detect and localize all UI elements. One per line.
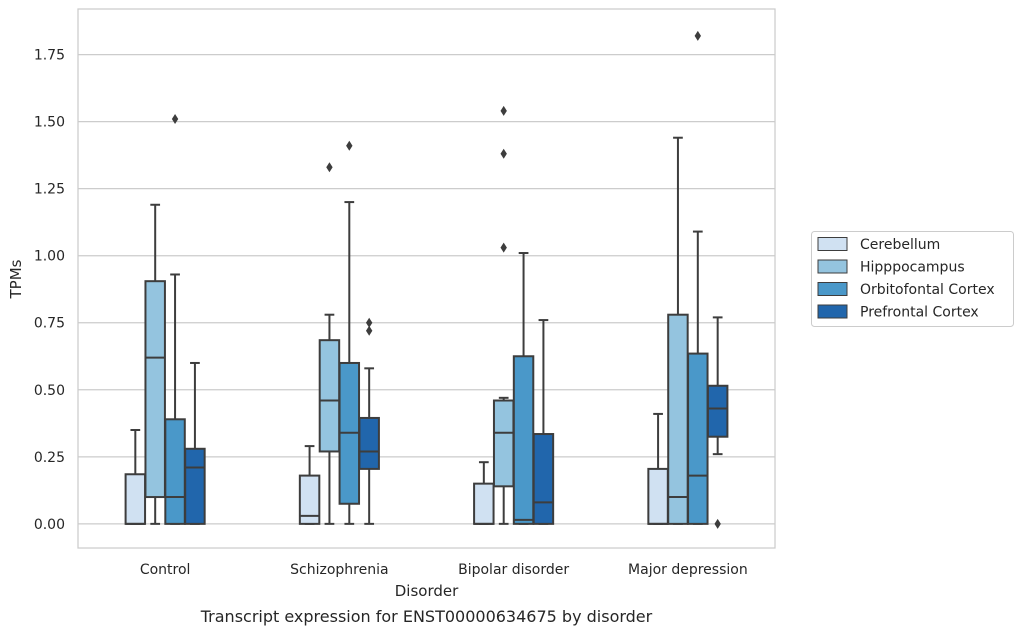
box-group <box>124 429 147 525</box>
box-group <box>473 461 495 525</box>
box-group <box>144 203 166 525</box>
box-group <box>492 105 515 525</box>
legend: Cerebellum Hipppocampus Orbitofontal Corte… <box>811 231 1014 327</box>
box <box>706 384 729 438</box>
box <box>532 433 555 525</box>
x-axis-ticks: Control Schizophrenia Bipolar disorder Majo… <box>140 562 748 578</box>
legend-items: Cerebellum Hipppocampus Orbitofontal Corte… <box>817 237 995 321</box>
legend-label: Prefrontal Cortex <box>860 305 979 321</box>
outlier-point <box>500 148 507 159</box>
x-axis-label: Disorder <box>395 582 459 600</box>
y-tick-label: 0.00 <box>34 517 65 533</box>
box-group <box>647 412 669 525</box>
box-plot-marks <box>124 30 729 529</box>
box <box>298 474 321 525</box>
box <box>164 418 186 525</box>
outlier-point <box>500 242 507 253</box>
legend-label: Orbitofontal Cortex <box>860 282 995 298</box>
y-tick-label: 0.75 <box>34 316 65 332</box>
legend-swatch <box>817 304 848 319</box>
legend-label: Cerebellum <box>860 237 940 253</box>
y-tick-label: 0.50 <box>34 383 65 399</box>
box <box>358 416 380 470</box>
y-axis-ticks: 0.00 0.25 0.50 0.75 1.00 1.25 1.50 1.75 <box>34 48 65 533</box>
chart-caption: Transcript expression for ENST0000063467… <box>200 607 653 626</box>
box-group <box>318 162 341 525</box>
box <box>492 399 515 488</box>
outlier-point <box>500 105 507 116</box>
box-group <box>512 252 535 525</box>
box-group <box>358 317 380 525</box>
box-group <box>667 136 689 525</box>
box-group <box>532 319 555 525</box>
legend-label: Hipppocampus <box>860 260 965 276</box>
box <box>124 473 147 525</box>
outlier-point <box>714 518 721 529</box>
x-tick-label: Control <box>140 562 191 578</box>
box-group <box>687 30 709 525</box>
box-group <box>184 361 206 525</box>
outlier-point <box>365 317 373 328</box>
box <box>144 280 166 499</box>
outlier-point <box>365 325 373 336</box>
y-tick-label: 1.25 <box>34 182 65 198</box>
box <box>647 467 669 525</box>
box-group <box>298 445 321 525</box>
outlier-point <box>171 113 179 124</box>
box <box>184 447 206 525</box>
y-axis-label: TPMs <box>7 259 25 299</box>
y-tick-label: 1.00 <box>34 249 65 265</box>
box <box>667 313 689 525</box>
outlier-point <box>694 30 702 41</box>
outlier-point <box>346 140 353 151</box>
y-tick-label: 1.50 <box>34 115 65 131</box>
box <box>473 482 495 525</box>
box <box>318 339 341 453</box>
box <box>512 355 535 525</box>
y-tick-label: 0.25 <box>34 450 65 466</box>
box-group <box>706 316 729 529</box>
outlier-point <box>326 162 333 173</box>
x-tick-label: Schizophrenia <box>290 562 388 578</box>
y-tick-label: 1.75 <box>34 48 65 64</box>
legend-frame <box>811 231 1014 327</box>
x-tick-label: Bipolar disorder <box>458 562 569 578</box>
legend-swatch <box>817 259 848 274</box>
legend-swatch <box>817 282 848 296</box>
plot-area-frame <box>77 8 776 549</box>
x-tick-label: Major depression <box>628 562 748 578</box>
box-group <box>164 113 186 525</box>
legend-swatch <box>817 237 848 251</box>
box <box>687 352 709 525</box>
box-group <box>338 140 361 525</box>
